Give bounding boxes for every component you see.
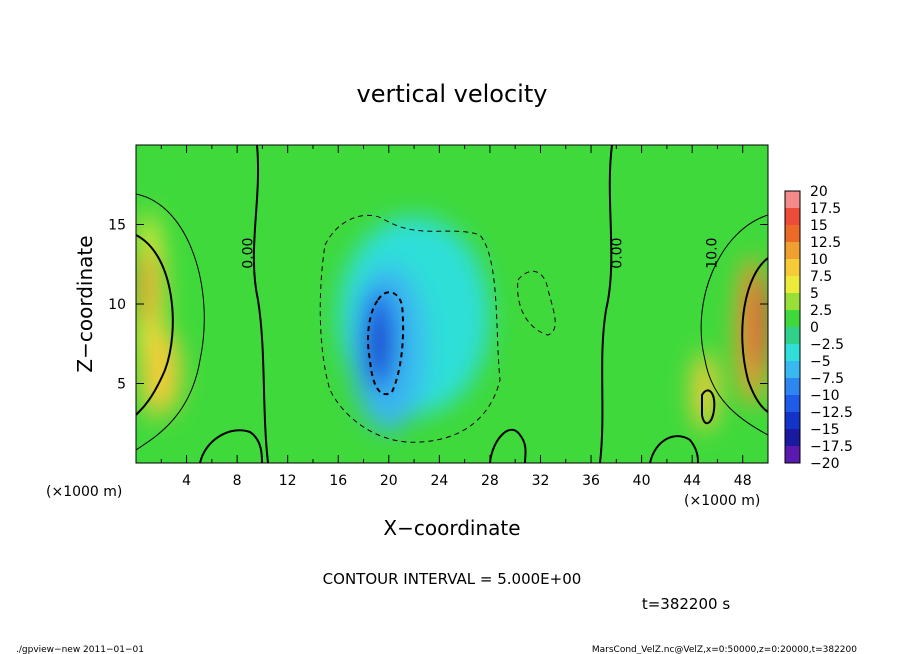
contour-lines bbox=[136, 145, 768, 463]
x-tick-label-1: 8 bbox=[233, 473, 242, 489]
heatmap-cells bbox=[136, 145, 768, 463]
colorbar-label-9: −2.5 bbox=[810, 337, 844, 353]
colorbar-label-14: −15 bbox=[810, 422, 840, 438]
colorbar-label-1: 17.5 bbox=[810, 201, 841, 217]
x-unit-label-left: (×1000 m) bbox=[46, 484, 122, 500]
contour-right-inner bbox=[741, 257, 768, 413]
contour-bottom-blob-3 bbox=[649, 435, 699, 463]
x-axis-tick-labels: 4 8 12 16 20 24 28 32 36 40 44 48 bbox=[182, 473, 752, 489]
heatmap-cell-2 bbox=[136, 248, 157, 328]
colorbar-label-0: 20 bbox=[810, 184, 828, 200]
y-axis-title: Z−coordinate bbox=[73, 235, 97, 372]
x-tick-label-11: 48 bbox=[734, 473, 752, 489]
colorbar-swatch-4 bbox=[785, 259, 800, 276]
x-tick-label-0: 4 bbox=[182, 473, 191, 489]
contour-left-inner bbox=[136, 234, 174, 416]
contour-interval-note: CONTOUR INTERVAL = 5.000E+00 bbox=[323, 570, 582, 588]
time-label: t=382200 s bbox=[642, 595, 730, 613]
zero-contour-right bbox=[599, 145, 613, 463]
contour-left-outer bbox=[136, 193, 205, 451]
colorbar-swatch-2 bbox=[785, 225, 800, 242]
contour-neg-small bbox=[517, 270, 556, 336]
colorbar-swatch-12 bbox=[785, 395, 800, 412]
contour-right-lower bbox=[701, 389, 716, 425]
x-tick-label-2: 12 bbox=[279, 473, 297, 489]
contour-neg-inner bbox=[367, 291, 405, 395]
contour-bottom-blob-2 bbox=[489, 428, 527, 463]
colorbar-swatch-15 bbox=[785, 446, 800, 463]
contour-right-outer bbox=[700, 214, 768, 436]
colorbar-swatch-8 bbox=[785, 327, 800, 344]
contour-neg-outer bbox=[319, 214, 501, 443]
x-unit-label-right: (×1000 m) bbox=[684, 493, 760, 509]
colorbar-label-7: 2.5 bbox=[810, 303, 832, 319]
colorbar-swatch-7 bbox=[785, 310, 800, 327]
x-axis-title: X−coordinate bbox=[383, 516, 520, 540]
x-tick-label-8: 36 bbox=[582, 473, 600, 489]
x-tick-label-4: 20 bbox=[380, 473, 398, 489]
colorbar-label-10: −5 bbox=[810, 354, 831, 370]
x-tick-label-6: 28 bbox=[481, 473, 499, 489]
y-axis-tick-labels: 5 10 15 bbox=[108, 218, 126, 393]
colorbar-label-3: 12.5 bbox=[810, 235, 841, 251]
colorbar-label-2: 15 bbox=[810, 218, 828, 234]
y-tick-label-0: 5 bbox=[117, 377, 126, 393]
x-tick-label-7: 32 bbox=[532, 473, 550, 489]
contour-label-1: 0.00 bbox=[610, 238, 626, 269]
y-tick-label-2: 15 bbox=[108, 218, 126, 234]
colorbar-swatch-0 bbox=[785, 191, 800, 208]
colorbar-label-5: 7.5 bbox=[810, 269, 832, 285]
x-tick-label-10: 44 bbox=[683, 473, 701, 489]
chart-title: vertical velocity bbox=[357, 80, 548, 108]
colorbar-swatch-14 bbox=[785, 429, 800, 446]
heatmap-cell-9 bbox=[749, 272, 768, 376]
heatmap-cell-7 bbox=[369, 311, 389, 376]
colorbar-swatch-6 bbox=[785, 293, 800, 310]
colorbar-swatch-9 bbox=[785, 344, 800, 361]
x-tick-label-5: 24 bbox=[430, 473, 448, 489]
footer-left: ./gpview−new 2011−01−01 bbox=[16, 645, 144, 654]
colorbar-swatch-10 bbox=[785, 361, 800, 378]
x-tick-label-3: 16 bbox=[329, 473, 347, 489]
colorbar-label-16: −20 bbox=[810, 456, 840, 472]
x-tick-label-9: 40 bbox=[633, 473, 651, 489]
colorbar-label-13: −12.5 bbox=[810, 405, 853, 421]
contour-bottom-blob-1 bbox=[199, 429, 263, 463]
colorbar-labels: 2017.51512.5107.552.50−2.5−5−7.5−10−12.5… bbox=[810, 184, 853, 472]
colorbar-label-12: −10 bbox=[810, 388, 840, 404]
colorbar-swatch-11 bbox=[785, 378, 800, 395]
colorbar-swatch-5 bbox=[785, 276, 800, 293]
colorbar-label-6: 5 bbox=[810, 286, 819, 302]
axis-ticks bbox=[136, 145, 768, 463]
colorbar-label-8: 0 bbox=[810, 320, 819, 336]
colorbar-swatch-1 bbox=[785, 208, 800, 225]
colorbar-swatch-3 bbox=[785, 242, 800, 259]
colorbar bbox=[784, 190, 801, 464]
plot-area: 0.00 0.00 10.0 bbox=[135, 144, 769, 464]
contour-label-layer: 0.00 0.00 10.0 bbox=[240, 238, 720, 269]
colorbar-label-11: −7.5 bbox=[810, 371, 844, 387]
colorbar-label-15: −17.5 bbox=[810, 439, 853, 455]
zero-contour-left bbox=[252, 145, 269, 463]
footer-right: MarsCond_VelZ.nc@VelZ,x=0:50000,z=0:2000… bbox=[592, 645, 857, 654]
contour-label-0: 0.00 bbox=[240, 238, 256, 269]
y-tick-label-1: 10 bbox=[108, 297, 126, 313]
colorbar-frame bbox=[784, 190, 801, 464]
colorbar-swatch-13 bbox=[785, 412, 800, 429]
colorbar-label-4: 10 bbox=[810, 252, 828, 268]
contour-label-2: 10.0 bbox=[704, 238, 720, 269]
